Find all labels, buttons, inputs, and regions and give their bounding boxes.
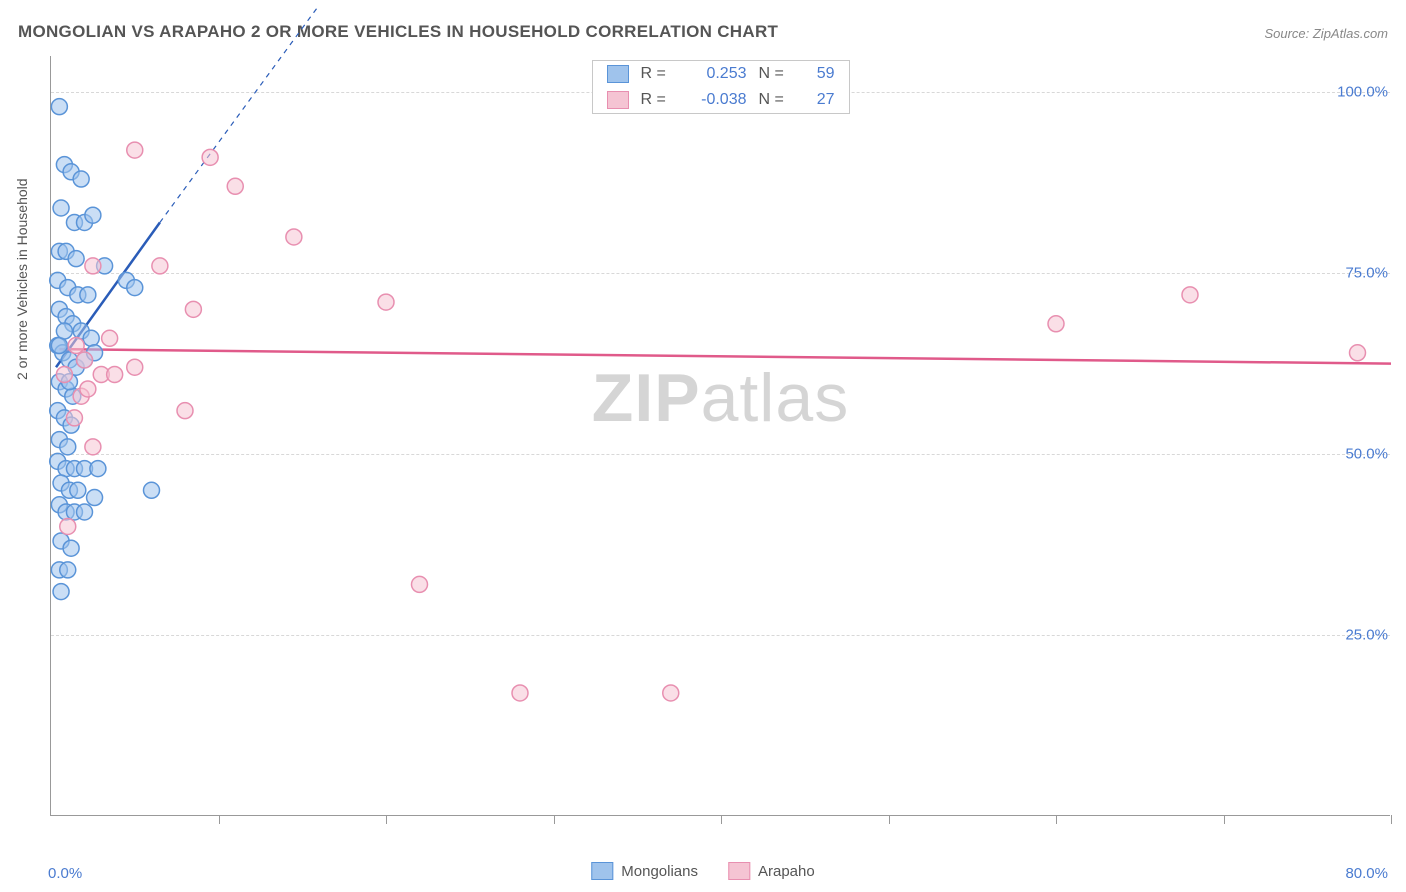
legend-series: Mongolians Arapaho <box>591 862 814 880</box>
legend-n-value: 27 <box>805 91 835 109</box>
point-arapaho <box>1182 287 1198 303</box>
point-mongolians <box>77 504 93 520</box>
point-arapaho <box>412 576 428 592</box>
legend-series-item: Mongolians <box>591 862 698 880</box>
point-arapaho <box>1048 316 1064 332</box>
x-tick <box>219 815 220 824</box>
y-tick-label: 100.0% <box>1337 84 1388 101</box>
point-arapaho <box>68 338 84 354</box>
point-arapaho <box>663 685 679 701</box>
point-arapaho <box>177 403 193 419</box>
point-mongolians <box>73 171 89 187</box>
point-arapaho <box>85 258 101 274</box>
point-arapaho <box>80 381 96 397</box>
plot-svg <box>51 56 1390 815</box>
point-arapaho <box>77 352 93 368</box>
point-mongolians <box>51 338 67 354</box>
point-arapaho <box>56 366 72 382</box>
chart-title: MONGOLIAN VS ARAPAHO 2 OR MORE VEHICLES … <box>18 22 778 42</box>
y-tick-label: 25.0% <box>1345 627 1388 644</box>
x-tick <box>721 815 722 824</box>
legend-series-label: Arapaho <box>758 863 815 880</box>
point-mongolians <box>83 330 99 346</box>
point-arapaho <box>107 366 123 382</box>
point-arapaho <box>127 359 143 375</box>
legend-r-value: -0.038 <box>687 91 747 109</box>
legend-series-item: Arapaho <box>728 862 815 880</box>
point-arapaho <box>378 294 394 310</box>
legend-r-label: R = <box>641 91 675 109</box>
point-mongolians <box>53 584 69 600</box>
y-tick-label: 50.0% <box>1345 446 1388 463</box>
point-arapaho <box>512 685 528 701</box>
x-tick <box>1056 815 1057 824</box>
point-mongolians <box>90 461 106 477</box>
legend-r-label: R = <box>641 65 675 83</box>
chart-container: MONGOLIAN VS ARAPAHO 2 OR MORE VEHICLES … <box>0 0 1406 892</box>
legend-correlation-row: R = 0.253 N = 59 <box>593 61 849 87</box>
source-attribution: Source: ZipAtlas.com <box>1264 26 1388 41</box>
legend-n-value: 59 <box>805 65 835 83</box>
point-mongolians <box>60 562 76 578</box>
point-arapaho <box>185 301 201 317</box>
x-tick <box>386 815 387 824</box>
point-mongolians <box>87 490 103 506</box>
point-mongolians <box>56 323 72 339</box>
y-axis-label: 2 or more Vehicles in Household <box>14 178 30 380</box>
point-arapaho <box>60 518 76 534</box>
legend-swatch <box>607 91 629 109</box>
point-mongolians <box>51 99 67 115</box>
legend-swatch <box>607 65 629 83</box>
point-mongolians <box>144 482 160 498</box>
point-mongolians <box>70 482 86 498</box>
point-mongolians <box>60 439 76 455</box>
legend-n-label: N = <box>759 91 793 109</box>
legend-correlation: R = 0.253 N = 59 R = -0.038 N = 27 <box>592 60 850 114</box>
plot-area: ZIPatlas R = 0.253 N = 59 R = -0.038 N =… <box>50 56 1390 816</box>
point-arapaho <box>102 330 118 346</box>
x-tick-label-min: 0.0% <box>48 865 82 882</box>
legend-n-label: N = <box>759 65 793 83</box>
legend-series-label: Mongolians <box>621 863 698 880</box>
point-arapaho <box>127 142 143 158</box>
legend-correlation-row: R = -0.038 N = 27 <box>593 87 849 113</box>
point-mongolians <box>53 200 69 216</box>
point-mongolians <box>127 280 143 296</box>
point-mongolians <box>68 251 84 267</box>
point-arapaho <box>152 258 168 274</box>
x-tick <box>889 815 890 824</box>
legend-swatch <box>728 862 750 880</box>
x-tick <box>1391 815 1392 824</box>
y-tick-label: 75.0% <box>1345 265 1388 282</box>
point-arapaho <box>286 229 302 245</box>
legend-r-value: 0.253 <box>687 65 747 83</box>
point-arapaho <box>66 410 82 426</box>
x-tick <box>1224 815 1225 824</box>
point-mongolians <box>80 287 96 303</box>
point-arapaho <box>227 178 243 194</box>
point-mongolians <box>85 207 101 223</box>
point-mongolians <box>63 540 79 556</box>
point-arapaho <box>1350 345 1366 361</box>
scatter-points <box>50 99 1366 701</box>
point-arapaho <box>202 149 218 165</box>
x-tick-label-max: 80.0% <box>1345 865 1388 882</box>
trendline-arapaho <box>59 349 1391 363</box>
x-tick <box>554 815 555 824</box>
legend-swatch <box>591 862 613 880</box>
point-arapaho <box>85 439 101 455</box>
